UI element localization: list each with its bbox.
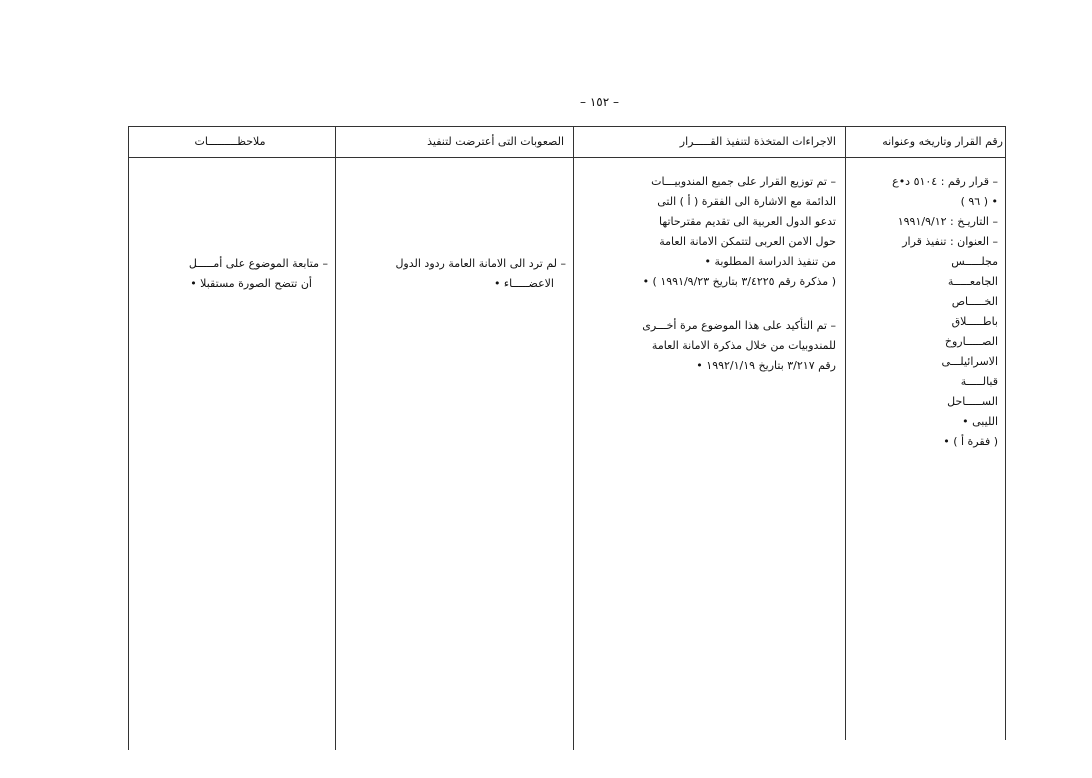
header-decision: رقم القرار وتاريخه وعنوانه [882, 135, 1003, 148]
decision-line: الليبى • [962, 415, 998, 428]
decision-line: الخـــــاص [951, 295, 998, 308]
decision-line: – العنوان : تنفيذ قرار [902, 235, 998, 248]
column-divider [335, 126, 336, 750]
actions-block-1: – تم توزيع القرار على جميع المندوبيـــات… [578, 172, 836, 292]
table-right-border [1005, 126, 1006, 740]
table-top-border [128, 126, 1006, 127]
actions-line: الدائمة مع الاشارة الى الفقرة ( أ ) التى [657, 195, 836, 208]
header-difficulties: الصعوبات التى أعترضت لتنفيذ [427, 135, 564, 148]
difficulties-line: – لم ترد الى الامانة العامة ردود الدول [395, 257, 566, 270]
actions-block-2: – تم التأكيد على هذا الموضوع مرة أخـــرى… [578, 316, 836, 376]
actions-line: – تم التأكيد على هذا الموضوع مرة أخـــرى [642, 319, 836, 332]
actions-line: رقم ٣/٢١٧ بتاريخ ١٩٩٢/١/١٩ • [696, 359, 836, 372]
page-number: – ١٥٢ – [580, 95, 619, 109]
notes-cell: – متابعة الموضوع على أمـــــل أن تتضح ال… [132, 254, 328, 294]
decision-line: ( فقرة أ ) • [943, 435, 998, 448]
decision-line: الجامعـــــة [947, 275, 998, 288]
difficulties-cell: – لم ترد الى الامانة العامة ردود الدول ا… [340, 254, 566, 294]
decision-line: قبالـــــة [960, 375, 998, 388]
decision-line: – التاريـخ : ١٩٩١/٩/١٢ [897, 215, 998, 228]
header-bottom-border [128, 157, 1006, 158]
difficulties-line: الاعضـــــاء • [493, 277, 554, 290]
notes-line: – متابعة الموضوع على أمـــــل [188, 257, 328, 270]
header-actions: الاجراءات المتخذة لتنفيذ القـــــرار [679, 135, 836, 148]
decision-cell: – قرار رقم : ٥١٠٤ د•ع • ( ٩٦ ) – التاريـ… [850, 172, 998, 452]
actions-line: – تم توزيع القرار على جميع المندوبيـــات [651, 175, 836, 188]
actions-line: حول الامن العربى لتتمكن الامانة العامة [659, 235, 836, 248]
column-divider [845, 126, 846, 740]
actions-line: ( مذكرة رقم ٣/٤٢٢٥ بتاريخ ١٩٩١/٩/٢٣ ) • [642, 275, 836, 288]
decision-line: الســـــاحل [947, 395, 998, 408]
decision-line: باطـــــلاق [951, 315, 998, 328]
header-notes: ملاحظـــــــــات [194, 135, 266, 148]
actions-line: تدعو الدول العربية الى تقديم مقترحاتها [659, 215, 836, 228]
decision-line: • ( ٩٦ ) [960, 195, 998, 208]
notes-line: أن تتضح الصورة مستقبلا • [190, 277, 312, 290]
decision-line: الصـــــاروخ [944, 335, 998, 348]
actions-line: من تنفيذ الدراسة المطلوبة • [704, 255, 836, 268]
column-divider [573, 126, 574, 750]
table-left-border [128, 126, 129, 750]
decision-line: الاسرائيلـــى [941, 355, 998, 368]
decision-line: مجلـــــس [951, 255, 998, 268]
decision-line: – قرار رقم : ٥١٠٤ د•ع [892, 175, 998, 188]
actions-line: للمندوبيات من خلال مذكرة الامانة العامة [651, 339, 836, 352]
